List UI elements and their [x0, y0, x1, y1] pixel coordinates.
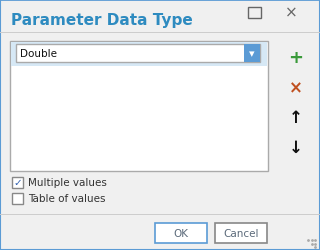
Text: OK: OK — [173, 228, 188, 238]
Text: ×: × — [289, 79, 303, 96]
Bar — [215, 223, 267, 243]
Bar — [155, 223, 207, 243]
Text: +: + — [289, 49, 303, 67]
Bar — [244, 45, 260, 63]
Text: ×: × — [284, 6, 297, 20]
Bar — [16, 45, 260, 63]
Text: Multiple values: Multiple values — [28, 178, 107, 188]
Bar — [11, 43, 267, 67]
Bar — [248, 8, 261, 19]
Text: Parameter Data Type: Parameter Data Type — [11, 12, 193, 28]
Bar — [12, 177, 23, 188]
Text: ▾: ▾ — [249, 49, 255, 59]
Text: ✓: ✓ — [13, 178, 22, 188]
Text: Double: Double — [20, 49, 57, 59]
Text: Cancel: Cancel — [223, 228, 259, 238]
Text: ↓: ↓ — [289, 138, 303, 156]
Bar — [12, 193, 23, 204]
Bar — [10, 42, 268, 171]
Text: ↑: ↑ — [289, 108, 303, 126]
Text: Table of values: Table of values — [28, 194, 106, 204]
